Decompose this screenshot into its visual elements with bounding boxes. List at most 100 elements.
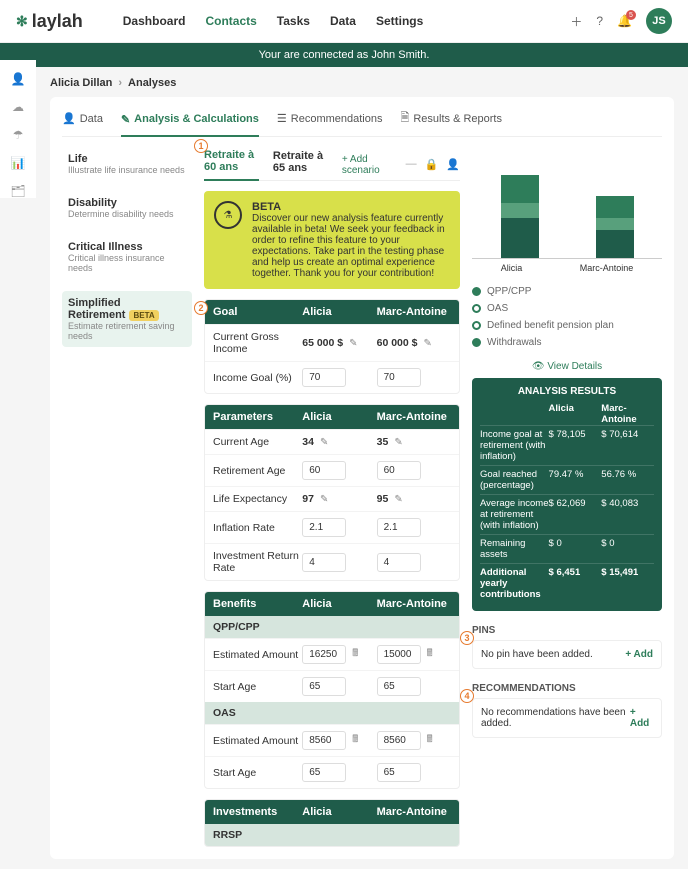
life-sub: Illustrate life insurance needs (68, 165, 186, 175)
rail-cloud-icon[interactable]: ☁ (12, 100, 24, 114)
logo-icon: ✻ (16, 13, 28, 30)
pins-add[interactable]: + Add (625, 649, 653, 660)
lock-icon[interactable]: 🔒 (425, 158, 439, 171)
qpp-start-alicia[interactable]: 65 (302, 677, 346, 696)
parameters-panel: ParametersAliciaMarc-Antoine Current Age… (204, 404, 460, 581)
nav-tasks[interactable]: Tasks (277, 14, 310, 28)
sidebar-rail: 👤 ☁ ☂ 📊 🗂 (0, 60, 36, 198)
goal-head: Goal (213, 306, 302, 318)
calculator-icon[interactable]: 🖩 (427, 732, 433, 749)
legend-oas[interactable]: OAS (472, 300, 662, 317)
notifications-icon[interactable]: 🔔5 (617, 14, 632, 28)
edit-icon[interactable]: ✎ (424, 338, 432, 349)
legend-withdrawals[interactable]: Withdrawals (472, 334, 662, 351)
inflation-marc[interactable]: 2.1 (377, 518, 421, 537)
avatar[interactable]: JS (646, 8, 672, 34)
list-icon: ☰ (277, 112, 287, 125)
disability-title: Disability (68, 197, 186, 209)
connected-banner: Your are connected as John Smith. (0, 43, 688, 67)
qpp-est-marc[interactable]: 15000 (377, 645, 421, 664)
nav-dashboard[interactable]: Dashboard (123, 14, 186, 28)
params-head: Parameters (213, 411, 302, 423)
income-goal-marc[interactable]: 70 (377, 368, 421, 387)
legend-pension[interactable]: Defined benefit pension plan (472, 317, 662, 334)
recos-empty: No recommendations have been added. (481, 707, 630, 729)
oas-est-marc[interactable]: 8560 (377, 731, 421, 750)
beta-title: BETA (252, 201, 450, 213)
beta-badge: BETA (129, 310, 158, 321)
legend-qpp[interactable]: QPP/CPP (472, 283, 662, 300)
invest-label: Investment Return Rate (213, 550, 302, 574)
retage-alicia[interactable]: 60 (302, 461, 346, 480)
nav-data[interactable]: Data (330, 14, 356, 28)
oas-start-marc[interactable]: 65 (377, 763, 421, 782)
invest-head: Investments (213, 806, 302, 818)
qpp-start-marc[interactable]: 65 (377, 677, 421, 696)
age-marc: 35 (377, 436, 389, 448)
edit-icon[interactable]: ✎ (349, 338, 357, 349)
calculator-icon[interactable]: 🖩 (352, 732, 358, 749)
view-details-link[interactable]: 👁 View Details (472, 361, 662, 372)
rail-folder-icon[interactable]: 🗂 (10, 184, 25, 198)
insurance-disability[interactable]: Disability Determine disability needs (62, 193, 192, 223)
oas-sub: OAS (205, 702, 459, 724)
age-alicia: 34 (302, 436, 314, 448)
inflation-alicia[interactable]: 2.1 (302, 518, 346, 537)
invest-alicia[interactable]: 4 (302, 553, 346, 572)
edit-icon[interactable]: ✎ (394, 494, 402, 505)
calculator-icon[interactable]: 🖩 (427, 646, 433, 663)
age-label: Current Age (213, 436, 302, 448)
inflation-label: Inflation Rate (213, 522, 302, 534)
oas-start-alicia[interactable]: 65 (302, 763, 346, 782)
marker-2: 2 (194, 301, 208, 315)
tab-recommendations[interactable]: ☰Recommendations (277, 109, 383, 128)
rail-umbrella-icon[interactable]: ☂ (13, 128, 24, 142)
beta-text: Discover our new analysis feature curren… (252, 213, 450, 279)
calculator-icon[interactable]: 🖩 (352, 646, 358, 663)
results-title: ANALYSIS RESULTS (480, 386, 654, 397)
invest-marc[interactable]: 4 (377, 553, 421, 572)
scenario-tab-65[interactable]: Retraite à 65 ans (273, 150, 328, 180)
critical-sub: Critical illness insurance needs (68, 253, 186, 273)
insurance-retirement[interactable]: Simplified RetirementBETA Estimate retir… (62, 291, 192, 347)
breadcrumb-contact[interactable]: Alicia Dillan (50, 77, 112, 89)
retage-label: Retirement Age (213, 465, 302, 477)
insurance-life[interactable]: Life Illustrate life insurance needs (62, 149, 192, 179)
tab-results[interactable]: 🗎Results & Reports (400, 109, 502, 128)
scenario-tab-60[interactable]: Retraite à 60 ans (204, 149, 259, 181)
main-nav: Dashboard Contacts Tasks Data Settings (123, 14, 424, 28)
edit-icon[interactable]: ✎ (394, 437, 402, 448)
report-icon: 🗎 (400, 109, 409, 128)
tab-analysis[interactable]: ✎Analysis & Calculations (121, 109, 259, 137)
tab-data[interactable]: 👤Data (62, 109, 103, 128)
qpp-start-label: Start Age (213, 681, 302, 693)
nav-settings[interactable]: Settings (376, 14, 423, 28)
add-scenario[interactable]: + Add scenario (342, 154, 384, 176)
rail-chart-icon[interactable]: 📊 (11, 156, 26, 170)
pins-empty: No pin have been added. (481, 649, 593, 660)
insurance-critical[interactable]: Critical Illness Critical illness insura… (62, 237, 192, 277)
beta-banner: ⚗ BETA Discover our new analysis feature… (204, 191, 460, 289)
help-icon[interactable]: ? (596, 14, 603, 28)
plus-icon[interactable]: ＋ (570, 13, 582, 30)
nav-contacts[interactable]: Contacts (205, 14, 256, 28)
edit-icon[interactable]: ✎ (320, 494, 328, 505)
edit-icon[interactable]: ✎ (320, 437, 328, 448)
income-goal-alicia[interactable]: 70 (302, 368, 346, 387)
person-small-icon[interactable]: 👤 (446, 158, 460, 171)
minimize-icon[interactable]: — (406, 158, 417, 171)
marker-3: 3 (460, 631, 474, 645)
person-icon: 👤 (62, 112, 76, 125)
qpp-est-alicia[interactable]: 16250 (302, 645, 346, 664)
marker-4: 4 (460, 689, 474, 703)
rail-person-icon[interactable]: 👤 (11, 72, 26, 86)
oas-est-label: Estimated Amount (213, 735, 302, 747)
retirement-chart (472, 149, 662, 259)
col-alicia: Alicia (302, 306, 376, 318)
notification-badge: 5 (626, 10, 636, 20)
retage-marc[interactable]: 60 (377, 461, 421, 480)
goal-panel: GoalAliciaMarc-Antoine Current Gross Inc… (204, 299, 460, 394)
oas-est-alicia[interactable]: 8560 (302, 731, 346, 750)
life-label: Life Expectancy (213, 493, 302, 505)
recos-add[interactable]: + Add (630, 707, 653, 729)
